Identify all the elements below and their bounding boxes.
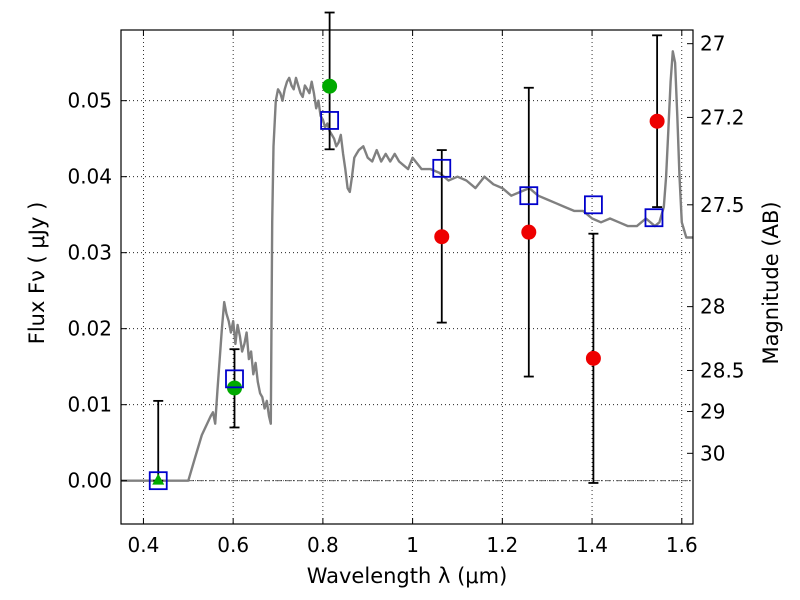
- y-tick-label: 0.02: [67, 317, 112, 341]
- x-tick-label: 1.2: [486, 533, 518, 557]
- green-circle-marker: [322, 78, 338, 94]
- x-axis-label: Wavelength λ (μm): [307, 564, 508, 588]
- blue-square-marker: [644, 208, 664, 228]
- x-tick-label: 1: [406, 533, 419, 557]
- right-tick-label: 30: [700, 441, 725, 465]
- marker-layer: [148, 78, 665, 491]
- red-circle-marker: [521, 224, 537, 240]
- right-tick-label: 28.5: [700, 358, 745, 382]
- blue-square-marker: [320, 111, 340, 130]
- y-tick-label: 0.04: [67, 165, 112, 189]
- tick-layer: 0.4 0.6 0.8 1 1.2 1.4 1.6 0.00 0.01 0.02 0.03 0.04 0…: [67, 30, 745, 557]
- x-tick-label: 1.4: [576, 533, 608, 557]
- errorbar-layer: [153, 11, 663, 484]
- blue-square-marker: [432, 158, 452, 178]
- right-tick-label: 27.2: [700, 105, 745, 129]
- right-tick-label: 29: [700, 400, 725, 424]
- grid: [121, 30, 693, 524]
- red-circle-marker: [585, 350, 601, 366]
- blue-square-marker: [148, 471, 168, 491]
- green-triangle-marker: [152, 473, 165, 485]
- y-tick-label: 0.03: [67, 241, 112, 265]
- red-circle-marker: [434, 229, 450, 245]
- x-tick-label: 0.4: [128, 533, 160, 557]
- model-sed-layer: [121, 50, 693, 482]
- blue-square-marker: [584, 195, 603, 215]
- x-tick-label: 1.6: [666, 533, 698, 557]
- red-circle-marker: [649, 113, 665, 129]
- right-tick-label: 28: [700, 295, 725, 319]
- y-axis-label: Flux Fν ( μJy ): [25, 202, 49, 345]
- y-tick-label: 0.05: [67, 89, 112, 113]
- blue-square-marker: [519, 186, 539, 206]
- x-tick-label: 0.6: [217, 533, 249, 557]
- y-tick-label: 0.01: [67, 393, 112, 417]
- plot-frame: [120, 29, 694, 525]
- y-tick-label: 0.00: [67, 469, 112, 493]
- model-sed-line: [121, 50, 693, 482]
- x-tick-label: 0.8: [307, 533, 339, 557]
- right-y-axis-label: Magnitude (AB): [759, 201, 783, 364]
- right-tick-label: 27: [700, 32, 725, 56]
- right-tick-label: 27.5: [700, 193, 745, 217]
- blue-square-marker: [225, 369, 244, 389]
